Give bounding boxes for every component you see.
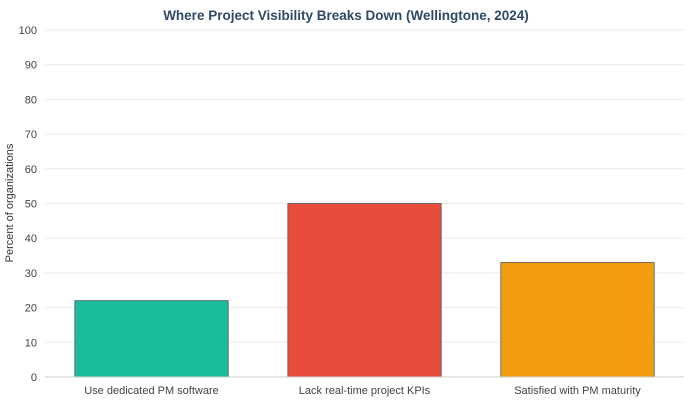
y-tick-label: 40 xyxy=(25,233,37,245)
y-tick-label: 50 xyxy=(25,199,37,211)
y-tick-label: 70 xyxy=(25,129,37,141)
y-tick-label: 100 xyxy=(19,25,37,37)
bar-3 xyxy=(500,262,655,378)
y-tick-label: 0 xyxy=(31,372,37,384)
x-tick-labels: Use dedicated PM software Lack real-time … xyxy=(84,385,641,397)
y-tick-label: 20 xyxy=(25,303,37,315)
y-tick-label: 60 xyxy=(25,164,37,176)
y-tick-label: 80 xyxy=(25,94,37,106)
x-tick-label: Use dedicated PM software xyxy=(84,385,219,397)
chart-title: Where Project Visibility Breaks Down (We… xyxy=(163,8,529,23)
bar-2 xyxy=(287,203,442,378)
bars xyxy=(74,203,655,378)
y-tick-label: 30 xyxy=(25,268,37,280)
y-tick-label: 10 xyxy=(25,337,37,349)
y-tick-label: 90 xyxy=(25,60,37,72)
y-axis-title: Percent of organizations xyxy=(4,143,16,262)
x-tick-label: Lack real-time project KPIs xyxy=(299,385,431,397)
y-tick-labels: 0 10 20 30 40 50 60 70 80 90 100 xyxy=(19,25,37,384)
bar-1 xyxy=(74,300,229,378)
x-tick-label: Satisfied with PM maturity xyxy=(514,385,641,397)
